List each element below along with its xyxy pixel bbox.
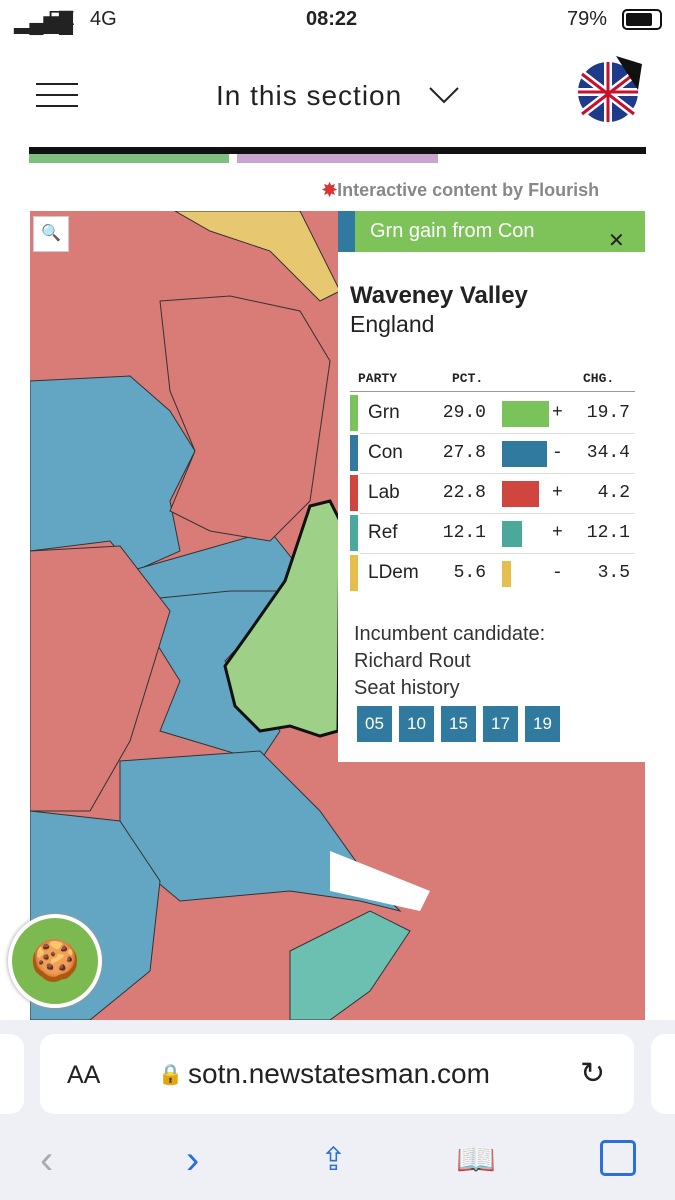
party-color — [350, 435, 358, 471]
party-color — [350, 475, 358, 511]
history-year[interactable]: 19 — [525, 706, 560, 742]
text-size[interactable]: AA — [67, 1061, 101, 1089]
cookie-button[interactable]: 🍪 — [8, 914, 102, 1008]
row-divider — [360, 513, 635, 514]
tab-green[interactable] — [29, 154, 229, 163]
battery — [622, 9, 662, 30]
close-button[interactable]: ✕ — [608, 230, 625, 252]
back[interactable]: ‹ — [40, 1138, 54, 1182]
party-color — [350, 555, 358, 591]
carrier: EE — [48, 8, 75, 30]
party: Grn — [368, 402, 400, 423]
logo[interactable] — [576, 54, 644, 126]
pct-bar — [502, 401, 549, 427]
clock: 08:22 — [306, 8, 358, 30]
history-year[interactable]: 17 — [483, 706, 518, 742]
banner-strip — [338, 211, 355, 252]
lock: 🔒 — [158, 1064, 183, 1086]
prev-tab[interactable] — [0, 1034, 24, 1114]
party: Lab — [368, 482, 400, 503]
incumbent: Richard Rout — [354, 650, 471, 672]
chg: 3.5 — [597, 563, 630, 583]
tabs[interactable] — [600, 1140, 636, 1176]
chg: 4.2 — [597, 483, 630, 503]
party-color — [350, 395, 358, 431]
forward[interactable]: › — [186, 1138, 200, 1182]
network: 4G — [90, 8, 117, 30]
region: England — [350, 311, 435, 337]
url[interactable]: sotn.newstatesman.com — [188, 1058, 490, 1089]
flourish-credit[interactable]: ✸Interactive content by Flourish — [322, 180, 600, 200]
row-divider — [360, 553, 635, 554]
col-header: CHG. — [583, 371, 615, 386]
rule — [29, 147, 646, 154]
next-tab[interactable] — [651, 1034, 675, 1114]
section-title[interactable]: In this section — [216, 80, 403, 111]
row-divider — [360, 433, 635, 434]
party-color — [350, 515, 358, 551]
bookmarks[interactable]: 📖 — [456, 1141, 496, 1177]
chg-sign: - — [552, 563, 563, 583]
row-divider — [360, 473, 635, 474]
history-label: Seat history — [354, 677, 460, 699]
col-header: PARTY — [358, 371, 398, 386]
banner-text: Grn gain from Con — [370, 220, 535, 242]
chg: 34.4 — [586, 443, 630, 463]
chg: 12.1 — [586, 523, 630, 543]
pct-bar — [502, 561, 512, 587]
reload[interactable]: ↻ — [580, 1057, 606, 1090]
chg-sign: + — [552, 483, 563, 503]
chg-sign: - — [552, 443, 563, 463]
incumbent-label: Incumbent candidate: — [354, 623, 546, 645]
chg-sign: + — [552, 523, 563, 543]
chg-sign: + — [552, 403, 563, 423]
signal: ▂▄▆█ — [14, 12, 74, 34]
tab-purple[interactable] — [237, 154, 438, 163]
pct: 12.1 — [442, 523, 486, 543]
pct-bar — [502, 521, 522, 547]
address-bar[interactable] — [40, 1034, 634, 1114]
party: Con — [368, 442, 403, 463]
share[interactable]: ⇪ — [320, 1141, 347, 1177]
credit-text: Interactive content by Flourish — [337, 180, 600, 200]
banner — [355, 211, 645, 252]
battery-pct: 79% — [567, 8, 608, 30]
party: LDem — [368, 562, 419, 583]
history-year[interactable]: 15 — [441, 706, 476, 742]
party: Ref — [368, 522, 398, 543]
chg: 19.7 — [586, 403, 630, 423]
divider — [350, 391, 635, 392]
popup — [338, 211, 645, 762]
history-year[interactable]: 05 — [357, 706, 392, 742]
pct-bar — [502, 441, 548, 467]
col-header: PCT. — [452, 371, 484, 386]
chevron[interactable] — [428, 86, 460, 104]
pct: 29.0 — [442, 403, 486, 423]
pct-bar — [502, 481, 539, 507]
pct: 22.8 — [442, 483, 486, 503]
history-year[interactable]: 10 — [399, 706, 434, 742]
pct: 5.6 — [453, 563, 486, 583]
zoom-button[interactable]: 🔍 — [33, 216, 69, 252]
pct: 27.8 — [442, 443, 486, 463]
seat-name: Waveney Valley — [350, 282, 528, 309]
menu-button[interactable] — [36, 82, 78, 110]
